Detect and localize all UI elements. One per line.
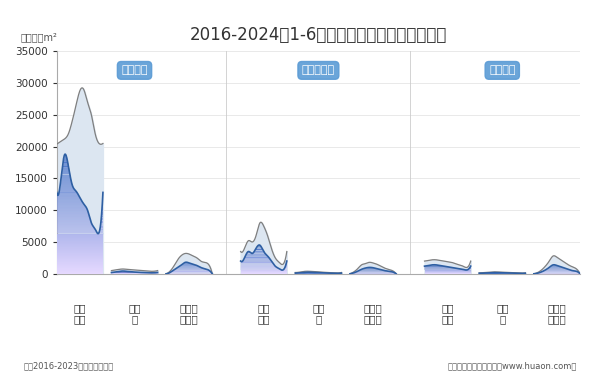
Text: 商品
住宅: 商品 住宅 <box>441 303 454 324</box>
Text: 商品
住宅: 商品 住宅 <box>258 303 270 324</box>
Text: 办公
楼: 办公 楼 <box>496 303 509 324</box>
Text: 办公
楼: 办公 楼 <box>312 303 325 324</box>
Text: 商品
住宅: 商品 住宅 <box>74 303 86 324</box>
Text: 单位：万m²: 单位：万m² <box>20 33 57 42</box>
Text: 办公
楼: 办公 楼 <box>129 303 141 324</box>
Text: 竣工面积: 竣工面积 <box>489 65 515 76</box>
Text: 商业营
业用房: 商业营 业用房 <box>364 303 383 324</box>
Text: 商业营
业用房: 商业营 业用房 <box>180 303 199 324</box>
Text: 新开工面积: 新开工面积 <box>302 65 335 76</box>
Text: 施工面积: 施工面积 <box>121 65 148 76</box>
Text: 商业营
业用房: 商业营 业用房 <box>547 303 566 324</box>
Text: 注：2016-2023年为全年度数据: 注：2016-2023年为全年度数据 <box>24 361 114 370</box>
Title: 2016-2024年1-6月云南省房地产施工面积情况: 2016-2024年1-6月云南省房地产施工面积情况 <box>190 26 447 44</box>
Text: 制图：华经产业研究院（www.huaon.com）: 制图：华经产业研究院（www.huaon.com） <box>448 361 577 370</box>
